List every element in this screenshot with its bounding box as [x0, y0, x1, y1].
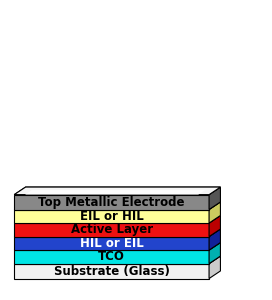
- Polygon shape: [14, 256, 220, 264]
- Polygon shape: [209, 242, 220, 264]
- Polygon shape: [14, 209, 209, 223]
- Polygon shape: [14, 195, 209, 209]
- Text: HIL or EIL: HIL or EIL: [80, 237, 144, 250]
- Text: Active Layer: Active Layer: [70, 223, 153, 236]
- Polygon shape: [14, 242, 220, 250]
- Polygon shape: [14, 187, 220, 195]
- Polygon shape: [209, 256, 220, 278]
- Polygon shape: [14, 215, 220, 223]
- Polygon shape: [14, 250, 209, 264]
- Polygon shape: [14, 264, 209, 278]
- Text: Substrate (Glass): Substrate (Glass): [54, 265, 169, 278]
- Polygon shape: [25, 190, 205, 195]
- Polygon shape: [14, 237, 209, 250]
- Polygon shape: [14, 202, 220, 209]
- Polygon shape: [14, 229, 220, 237]
- Polygon shape: [209, 202, 220, 223]
- Polygon shape: [209, 229, 220, 250]
- Polygon shape: [209, 215, 220, 237]
- Polygon shape: [209, 187, 220, 209]
- Polygon shape: [14, 187, 220, 195]
- Polygon shape: [14, 223, 209, 237]
- Text: EIL or HIL: EIL or HIL: [80, 210, 144, 223]
- Text: Top Metallic Electrode: Top Metallic Electrode: [38, 196, 185, 208]
- Text: TCO: TCO: [98, 250, 125, 263]
